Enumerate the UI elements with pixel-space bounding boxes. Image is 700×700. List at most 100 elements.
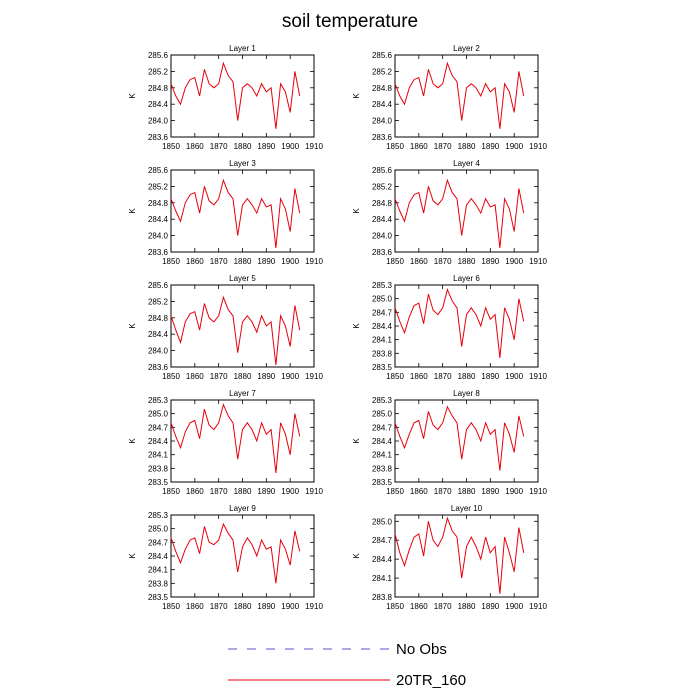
series-line-20TR_160 (394, 61, 525, 129)
x-tick-label: 1890 (481, 487, 499, 496)
y-tick-label: 284.1 (148, 566, 169, 575)
y-tick-label: 285.0 (148, 525, 169, 534)
y-tick-label: 283.8 (148, 464, 169, 473)
y-tick-label: 283.6 (148, 248, 169, 257)
x-tick-label: 1850 (386, 372, 404, 381)
x-tick-label: 1910 (305, 602, 323, 611)
legend-label-1: No Obs (396, 641, 447, 658)
y-tick-label: 283.6 (148, 363, 169, 372)
y-tick-label: 285.3 (372, 396, 393, 405)
y-tick-label: 284.1 (372, 574, 393, 583)
x-tick-label: 1880 (234, 602, 252, 611)
panel-title: Layer 7 (229, 389, 256, 398)
panel-title: Layer 1 (229, 44, 256, 53)
x-tick-label: 1880 (458, 372, 476, 381)
y-tick-label: 284.0 (148, 117, 169, 126)
x-tick-label: 1850 (162, 602, 180, 611)
panel-5: Layer 5 1850 1860 1870 1880 1890 1900 1910 283.6… (128, 274, 323, 381)
panel-title: Layer 3 (229, 159, 256, 168)
panel-7: Layer 7 1850 1860 1870 1880 1890 1900 1910 283.5… (128, 389, 323, 496)
y-tick-label: 284.4 (372, 100, 393, 109)
x-tick-label: 1860 (186, 602, 204, 611)
y-tick-label: 284.7 (372, 536, 393, 545)
panel-6: Layer 6 1850 1860 1870 1880 1890 1900 1910 283.5… (352, 274, 547, 381)
x-tick-label: 1910 (305, 142, 323, 151)
y-tick-label: 284.4 (148, 330, 169, 339)
panel-1: Layer 1 1850 1860 1870 1880 1890 1900 1910 283.6… (128, 44, 323, 151)
y-tick-label: 285.2 (372, 182, 393, 191)
plot-frame (394, 284, 539, 368)
y-axis-label: K (352, 208, 361, 214)
x-tick-label: 1860 (410, 602, 428, 611)
x-tick-label: 1880 (234, 257, 252, 266)
legend: No Obs 20TR_160 (228, 641, 466, 689)
y-tick-label: 285.0 (148, 410, 169, 419)
y-tick-label: 284.4 (372, 437, 393, 446)
y-axis-label: K (352, 438, 361, 444)
y-axis-label: K (128, 438, 137, 444)
x-tick-label: 1910 (305, 487, 323, 496)
x-tick-label: 1870 (434, 257, 452, 266)
panel-title: Layer 10 (451, 504, 483, 513)
y-tick-label: 283.8 (148, 579, 169, 588)
y-tick-label: 284.7 (372, 423, 393, 432)
y-tick-label: 284.8 (372, 199, 393, 208)
y-tick-label: 285.2 (148, 297, 169, 306)
x-tick-label: 1900 (505, 602, 523, 611)
y-tick-label: 285.6 (148, 51, 169, 60)
x-tick-label: 1900 (281, 602, 299, 611)
y-tick-label: 284.0 (148, 232, 169, 241)
x-tick-label: 1900 (505, 142, 523, 151)
x-tick-label: 1880 (458, 142, 476, 151)
x-tick-label: 1900 (505, 257, 523, 266)
series-line-20TR_160 (394, 405, 525, 471)
x-tick-label: 1850 (386, 257, 404, 266)
y-tick-label: 283.5 (148, 593, 169, 602)
x-tick-label: 1910 (305, 372, 323, 381)
panels-group: Layer 1 1850 1860 1870 1880 1890 1900 1910 283.6… (128, 44, 547, 611)
series-line-20TR_160 (394, 288, 525, 358)
x-tick-label: 1900 (505, 372, 523, 381)
x-tick-label: 1870 (210, 142, 228, 151)
y-axis-label: K (352, 93, 361, 99)
series-line-20TR_160 (170, 61, 301, 129)
y-tick-label: 283.5 (372, 478, 393, 487)
x-tick-label: 1890 (481, 257, 499, 266)
x-tick-label: 1910 (529, 257, 547, 266)
y-tick-label: 284.1 (372, 451, 393, 460)
x-tick-label: 1910 (529, 487, 547, 496)
y-tick-label: 283.8 (372, 464, 393, 473)
x-tick-label: 1890 (481, 142, 499, 151)
series-line-20TR_160 (170, 178, 301, 248)
x-tick-label: 1900 (505, 487, 523, 496)
panel-title: Layer 9 (229, 504, 256, 513)
y-tick-label: 284.4 (372, 555, 393, 564)
x-tick-label: 1890 (257, 602, 275, 611)
y-tick-label: 284.0 (372, 232, 393, 241)
x-tick-label: 1890 (257, 372, 275, 381)
x-tick-label: 1860 (186, 142, 204, 151)
x-tick-label: 1860 (410, 372, 428, 381)
y-axis-label: K (128, 323, 137, 329)
x-tick-label: 1870 (434, 602, 452, 611)
panel-10: Layer 10 1850 1860 1870 1880 1890 1900 1910 283.… (352, 504, 547, 611)
y-tick-label: 283.8 (372, 349, 393, 358)
y-tick-label: 285.3 (148, 396, 169, 405)
x-tick-label: 1880 (458, 602, 476, 611)
y-tick-label: 284.0 (148, 347, 169, 356)
x-tick-label: 1910 (305, 257, 323, 266)
y-axis-label: K (128, 553, 137, 559)
plot-frame (170, 514, 315, 598)
y-tick-label: 283.5 (372, 363, 393, 372)
x-tick-label: 1870 (210, 257, 228, 266)
x-tick-label: 1880 (234, 372, 252, 381)
x-tick-label: 1890 (257, 142, 275, 151)
panel-title: Layer 6 (453, 274, 480, 283)
panel-4: Layer 4 1850 1860 1870 1880 1890 1900 1910 283.6… (352, 159, 547, 266)
x-tick-label: 1900 (281, 372, 299, 381)
x-tick-label: 1860 (410, 257, 428, 266)
x-tick-label: 1850 (386, 487, 404, 496)
y-tick-label: 283.8 (372, 593, 393, 602)
plot-frame (170, 399, 315, 483)
